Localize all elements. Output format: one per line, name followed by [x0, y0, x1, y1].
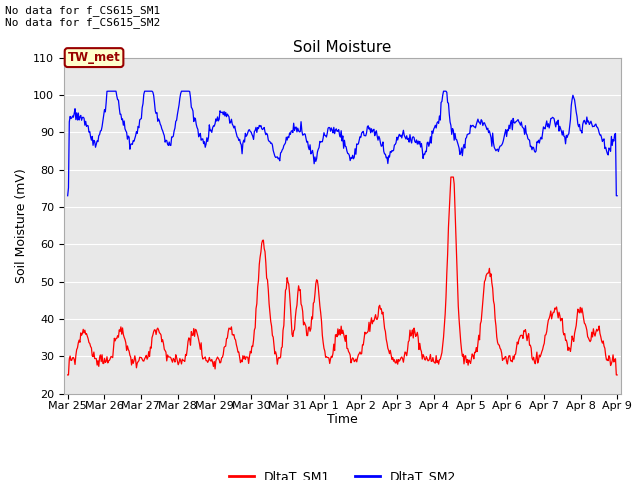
DltaT_SM2	[244, 130, 252, 135]
DltaT_SM1	[447, 174, 455, 180]
DltaT_SM2	[64, 193, 72, 199]
DltaT_SM1	[527, 345, 535, 351]
DltaT_SM1	[153, 326, 161, 332]
DltaT_SM2	[154, 119, 161, 124]
DltaT_SM2	[104, 88, 111, 94]
Text: No data for f_CS615_SM1
No data for f_CS615_SM2: No data for f_CS615_SM1 No data for f_CS…	[5, 5, 161, 28]
X-axis label: Time: Time	[327, 413, 358, 426]
Title: Soil Moisture: Soil Moisture	[293, 40, 392, 55]
Line: DltaT_SM2: DltaT_SM2	[68, 91, 617, 196]
DltaT_SM1	[79, 326, 87, 332]
Y-axis label: Soil Moisture (mV): Soil Moisture (mV)	[15, 168, 28, 283]
DltaT_SM2	[613, 193, 621, 199]
Legend: DltaT_SM1, DltaT_SM2: DltaT_SM1, DltaT_SM2	[223, 465, 461, 480]
DltaT_SM2	[211, 121, 219, 127]
DltaT_SM1	[243, 354, 251, 360]
DltaT_SM2	[79, 114, 87, 120]
DltaT_SM2	[563, 132, 570, 138]
DltaT_SM1	[563, 337, 570, 343]
Text: TW_met: TW_met	[68, 51, 120, 64]
DltaT_SM1	[613, 372, 621, 378]
DltaT_SM2	[527, 144, 535, 149]
DltaT_SM1	[211, 359, 218, 364]
DltaT_SM1	[64, 372, 72, 378]
Line: DltaT_SM1: DltaT_SM1	[68, 177, 617, 375]
